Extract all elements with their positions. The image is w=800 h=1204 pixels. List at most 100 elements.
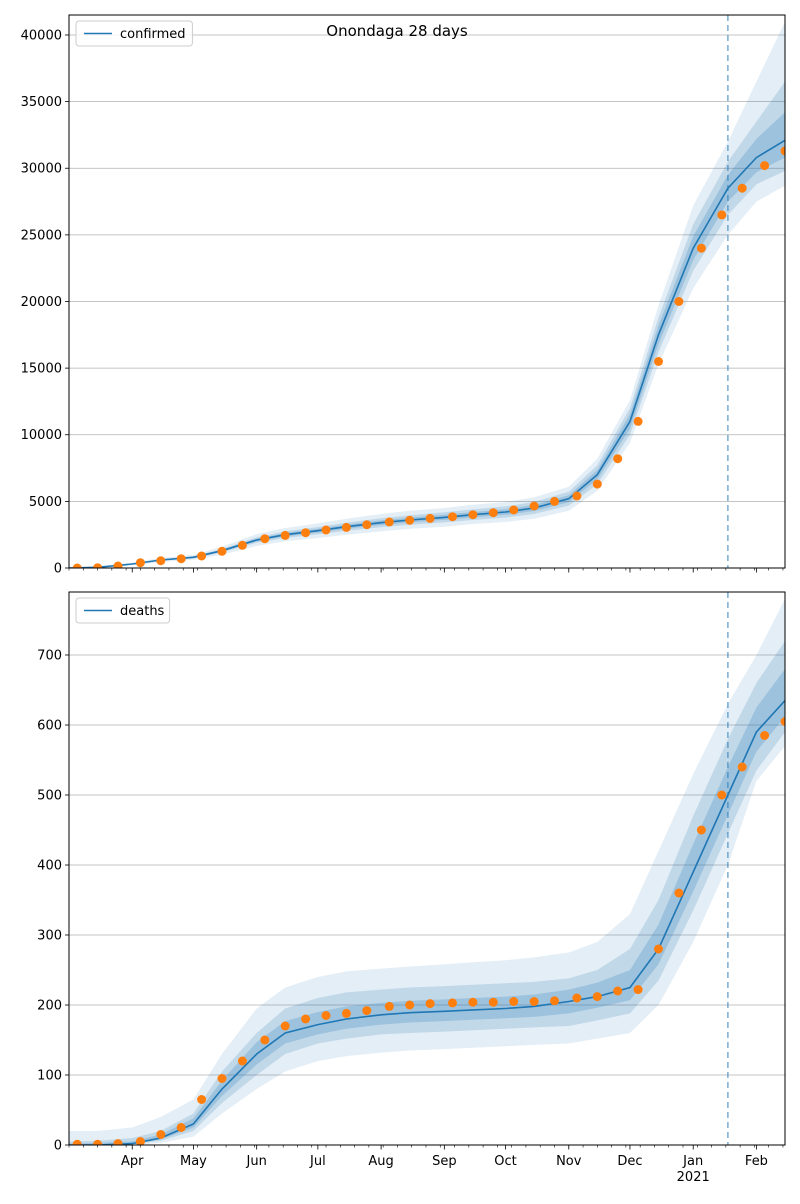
observed-points bbox=[72, 717, 785, 1145]
observed-point bbox=[633, 416, 643, 426]
uncertainty-band-1 bbox=[69, 81, 785, 568]
observed-point bbox=[425, 999, 435, 1009]
observed-point bbox=[280, 530, 290, 540]
observed-point bbox=[468, 997, 478, 1007]
observed-point bbox=[301, 528, 311, 538]
observed-point bbox=[197, 551, 207, 561]
observed-point bbox=[572, 993, 582, 1003]
observed-point bbox=[448, 512, 457, 522]
observed-point bbox=[509, 505, 519, 515]
observed-point bbox=[113, 1139, 123, 1145]
x-tick-label: Dec bbox=[617, 1154, 642, 1169]
observed-point bbox=[217, 1074, 227, 1083]
observed-point bbox=[301, 1014, 311, 1024]
x-tick-label: Apr bbox=[121, 1154, 144, 1169]
observed-point bbox=[321, 1011, 331, 1020]
observed-point bbox=[237, 540, 247, 550]
y-tick-label: 35000 bbox=[21, 95, 62, 110]
plot-frame bbox=[68, 591, 786, 1146]
y-tick-label: 200 bbox=[37, 999, 62, 1014]
observed-point bbox=[176, 554, 186, 564]
y-tick-label: 0 bbox=[54, 562, 62, 577]
observed-point bbox=[717, 210, 727, 220]
observed-point bbox=[362, 1006, 372, 1016]
observed-point bbox=[613, 986, 623, 996]
observed-point bbox=[633, 985, 643, 995]
observed-point bbox=[156, 1130, 166, 1139]
observed-point bbox=[341, 522, 351, 532]
observed-point bbox=[550, 496, 559, 506]
observed-point bbox=[237, 1056, 247, 1066]
observed-point bbox=[93, 1139, 103, 1145]
x-tick-label: Jul bbox=[309, 1154, 326, 1169]
model-line-confirmed bbox=[69, 139, 785, 568]
x-tick-label: May bbox=[180, 1154, 207, 1169]
observed-point bbox=[176, 1123, 186, 1132]
y-tick-label: 600 bbox=[37, 719, 62, 734]
observed-point bbox=[135, 1137, 145, 1145]
y-tick-label: 10000 bbox=[21, 428, 62, 443]
observed-point bbox=[321, 525, 331, 535]
y-tick-label: 0 bbox=[54, 1139, 62, 1154]
y-tick-label: 30000 bbox=[21, 162, 62, 177]
observed-point bbox=[780, 717, 785, 726]
observed-point bbox=[405, 1000, 415, 1010]
y-tick-label: 20000 bbox=[21, 295, 62, 310]
observed-point bbox=[217, 546, 227, 556]
y-tick-label: 25000 bbox=[21, 228, 62, 243]
observed-point bbox=[280, 1021, 290, 1031]
y-tick-label: 500 bbox=[37, 789, 62, 804]
observed-point bbox=[135, 558, 145, 568]
y-tick-label: 400 bbox=[37, 859, 62, 874]
observed-point bbox=[72, 1139, 82, 1145]
observed-point bbox=[696, 825, 706, 835]
observed-point bbox=[592, 992, 602, 1002]
observed-point bbox=[654, 944, 663, 954]
observed-point bbox=[654, 357, 663, 366]
observed-point bbox=[529, 501, 539, 511]
x-tick-label: Jun bbox=[246, 1154, 267, 1169]
observed-point bbox=[93, 563, 103, 568]
chart-title: Onondaga 28 days bbox=[326, 22, 468, 40]
observed-point bbox=[425, 513, 435, 523]
uncertainty-band-2 bbox=[69, 112, 785, 568]
legend: confirmed bbox=[75, 20, 193, 47]
observed-point bbox=[384, 517, 394, 527]
observed-point bbox=[760, 161, 770, 171]
plot-area bbox=[69, 15, 785, 568]
observed-point bbox=[737, 762, 747, 772]
x-tick-label: Sep bbox=[432, 1154, 457, 1169]
y-tick-label: 700 bbox=[37, 649, 62, 664]
observed-point bbox=[260, 1035, 270, 1045]
chart-panel-2: 0 100 200 300 400 500 600 700 Apr May Jun Jul Aug Sep… bbox=[37, 591, 786, 1185]
observed-point bbox=[780, 146, 785, 156]
plot-frame bbox=[68, 14, 786, 569]
observed-point bbox=[405, 515, 415, 525]
x-tick-label: Aug bbox=[368, 1154, 393, 1169]
model-line-deaths bbox=[69, 699, 785, 1145]
observed-point bbox=[674, 297, 684, 306]
observed-point bbox=[156, 556, 166, 566]
observed-point bbox=[260, 534, 270, 544]
y-tick-label: 5000 bbox=[29, 495, 62, 510]
y-tick-label: 15000 bbox=[21, 362, 62, 377]
observed-point bbox=[509, 997, 519, 1006]
observed-point bbox=[72, 563, 82, 568]
plot-area bbox=[69, 592, 785, 1145]
y-tick-label: 100 bbox=[37, 1069, 62, 1084]
observed-point bbox=[113, 561, 123, 568]
observed-point bbox=[448, 998, 457, 1008]
observed-point bbox=[550, 996, 559, 1006]
y-tick-label: 300 bbox=[37, 929, 62, 944]
observed-point bbox=[488, 508, 498, 518]
chart-panel-1: 0 5000 10000 15000 20000 25000 30000 35000 40000… bbox=[21, 14, 786, 577]
observed-point bbox=[468, 510, 478, 520]
legend-box bbox=[75, 20, 193, 47]
observed-point bbox=[737, 183, 747, 193]
observed-point bbox=[341, 1008, 351, 1018]
uncertainty-band-3 bbox=[69, 599, 785, 1145]
observed-point bbox=[760, 731, 770, 740]
observed-point bbox=[613, 454, 623, 464]
